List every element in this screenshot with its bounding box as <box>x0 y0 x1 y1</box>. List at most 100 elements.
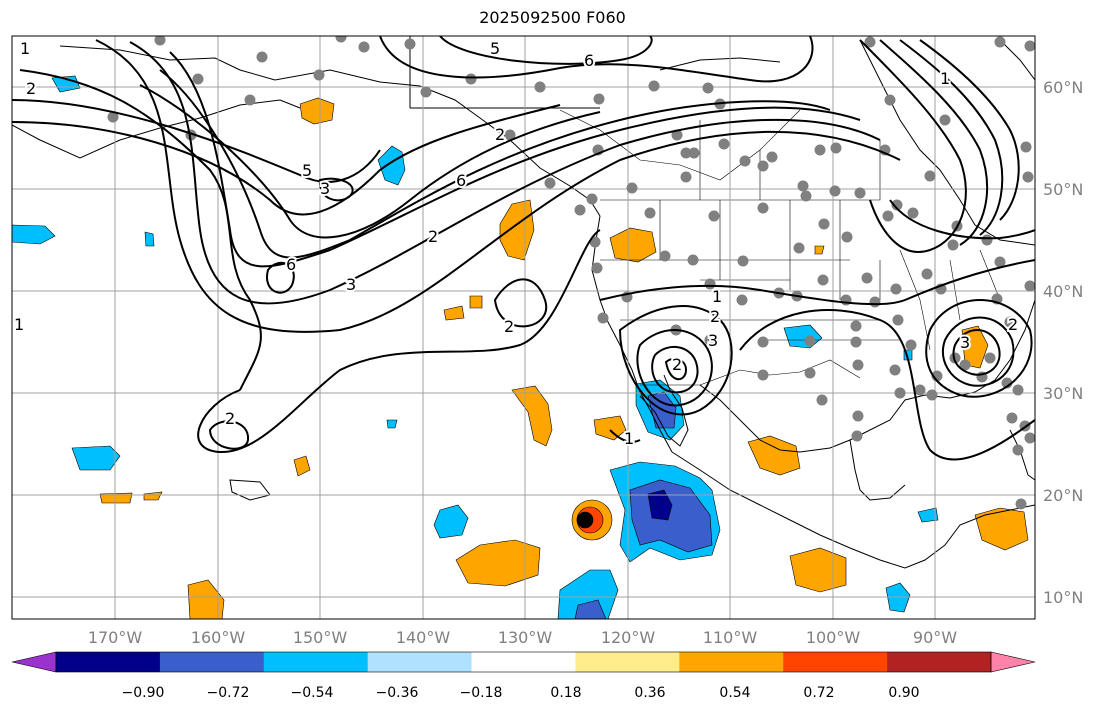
contour-line <box>439 36 653 65</box>
contour-label: 5 <box>302 161 312 180</box>
pos-shade <box>576 511 594 529</box>
map-background <box>12 36 1035 619</box>
contour-line <box>609 429 641 443</box>
station-dot <box>574 204 586 216</box>
station-dot <box>671 129 683 141</box>
contour-line <box>95 39 901 333</box>
map-title: 2025092500 F060 <box>479 8 626 27</box>
lat-tick-label: 60°N <box>1043 78 1083 97</box>
station-dot <box>851 430 863 442</box>
neg-shade <box>574 599 607 619</box>
coastline <box>859 39 1035 246</box>
colorbar-segment <box>56 652 161 672</box>
station-dot <box>1024 280 1035 292</box>
station-dot <box>335 36 347 43</box>
station-dot <box>736 294 748 306</box>
station-dot <box>850 336 862 348</box>
lon-tick-label: 90°W <box>913 628 957 647</box>
station-dot <box>994 36 1006 48</box>
station-dot <box>544 177 556 189</box>
coastline-layer <box>12 36 1035 569</box>
station-dot <box>680 147 692 159</box>
pos-shade <box>299 97 335 125</box>
contour-label: 2 <box>710 307 720 326</box>
colorbar-segment <box>367 652 473 672</box>
station-dot <box>1006 412 1018 424</box>
contour-line <box>651 346 699 394</box>
colorbar-label: 0.72 <box>803 685 834 701</box>
coastline <box>12 99 301 159</box>
lat-tick-label: 10°N <box>1043 588 1083 607</box>
colorbar-extend-high <box>990 651 1036 673</box>
station-dot <box>688 147 700 159</box>
station-dot <box>914 384 926 396</box>
pos-shade <box>974 507 1029 551</box>
station-dot <box>757 160 769 172</box>
station-dot <box>884 94 896 106</box>
contour-label: 1 <box>20 39 30 58</box>
colorbar-outline <box>55 651 992 673</box>
border-line <box>659 120 881 300</box>
contour-label: 2 <box>428 227 438 246</box>
contour-line <box>379 36 814 83</box>
contour-label: 2 <box>225 409 235 428</box>
pos-shade <box>747 435 801 476</box>
neg-shade <box>647 489 673 521</box>
contour-label: 2 <box>504 317 514 336</box>
coastline <box>229 479 271 501</box>
contour-line <box>12 104 561 216</box>
lon-tick-label: 140°W <box>396 628 451 647</box>
contour-line <box>599 259 1035 306</box>
colorbar-label: 0.18 <box>550 685 581 701</box>
colorbar-segment <box>679 652 784 672</box>
coastline <box>1009 429 1035 481</box>
station-dot <box>586 193 598 205</box>
station-dot <box>739 155 751 167</box>
station-dot <box>984 352 996 364</box>
station-dot <box>107 111 119 123</box>
station-dot <box>818 218 830 230</box>
contour-label: 1 <box>14 315 24 334</box>
colorbar-label: 0.54 <box>719 685 750 701</box>
pos-shade <box>443 305 465 321</box>
station-dot <box>1012 444 1024 456</box>
contour-labels: 1 2 5 6 2 5 3 6 2 6 3 2 2 1 2 3 2 1 3 1 … <box>12 37 1020 450</box>
colorbar-segment <box>263 652 369 672</box>
station-dot <box>890 283 902 295</box>
station-dot <box>804 367 816 379</box>
station-dot <box>939 114 951 126</box>
pos-shade <box>293 455 311 477</box>
colorbar-label: −0.18 <box>460 685 503 701</box>
contour-line <box>129 41 881 305</box>
lat-tick-label: 30°N <box>1043 384 1083 403</box>
lat-tick-label: 40°N <box>1043 282 1083 301</box>
station-dot <box>659 250 671 262</box>
contour-layer <box>12 36 1035 461</box>
station-dot <box>882 210 894 222</box>
coastline <box>699 299 1035 453</box>
pos-shade <box>511 385 553 447</box>
station-dot <box>817 274 829 286</box>
station-dot <box>797 180 809 192</box>
colorbar-extend-low <box>11 651 57 673</box>
colorbar-label: −0.54 <box>291 685 334 701</box>
colorbar-label: −0.90 <box>122 685 165 701</box>
station-dot <box>854 187 866 199</box>
station-dot <box>864 36 876 48</box>
border-line <box>559 109 801 181</box>
colorbar: −0.90 −0.72 −0.54 −0.36 −0.18 0.18 0.36 … <box>11 651 1036 701</box>
contour-line <box>12 99 381 183</box>
contour-line <box>19 69 262 391</box>
border-line <box>600 140 881 201</box>
pos-shade <box>469 295 483 309</box>
station-dot <box>1020 141 1032 153</box>
station-dot <box>358 41 370 53</box>
contour-label: 2 <box>26 79 36 98</box>
station-dot <box>192 73 204 85</box>
station-dot <box>926 389 938 401</box>
lon-tick-label: 130°W <box>498 628 553 647</box>
neg-shade <box>12 224 56 245</box>
station-dot <box>504 129 516 141</box>
colorbar-segment <box>471 652 576 672</box>
border-line <box>640 359 861 386</box>
